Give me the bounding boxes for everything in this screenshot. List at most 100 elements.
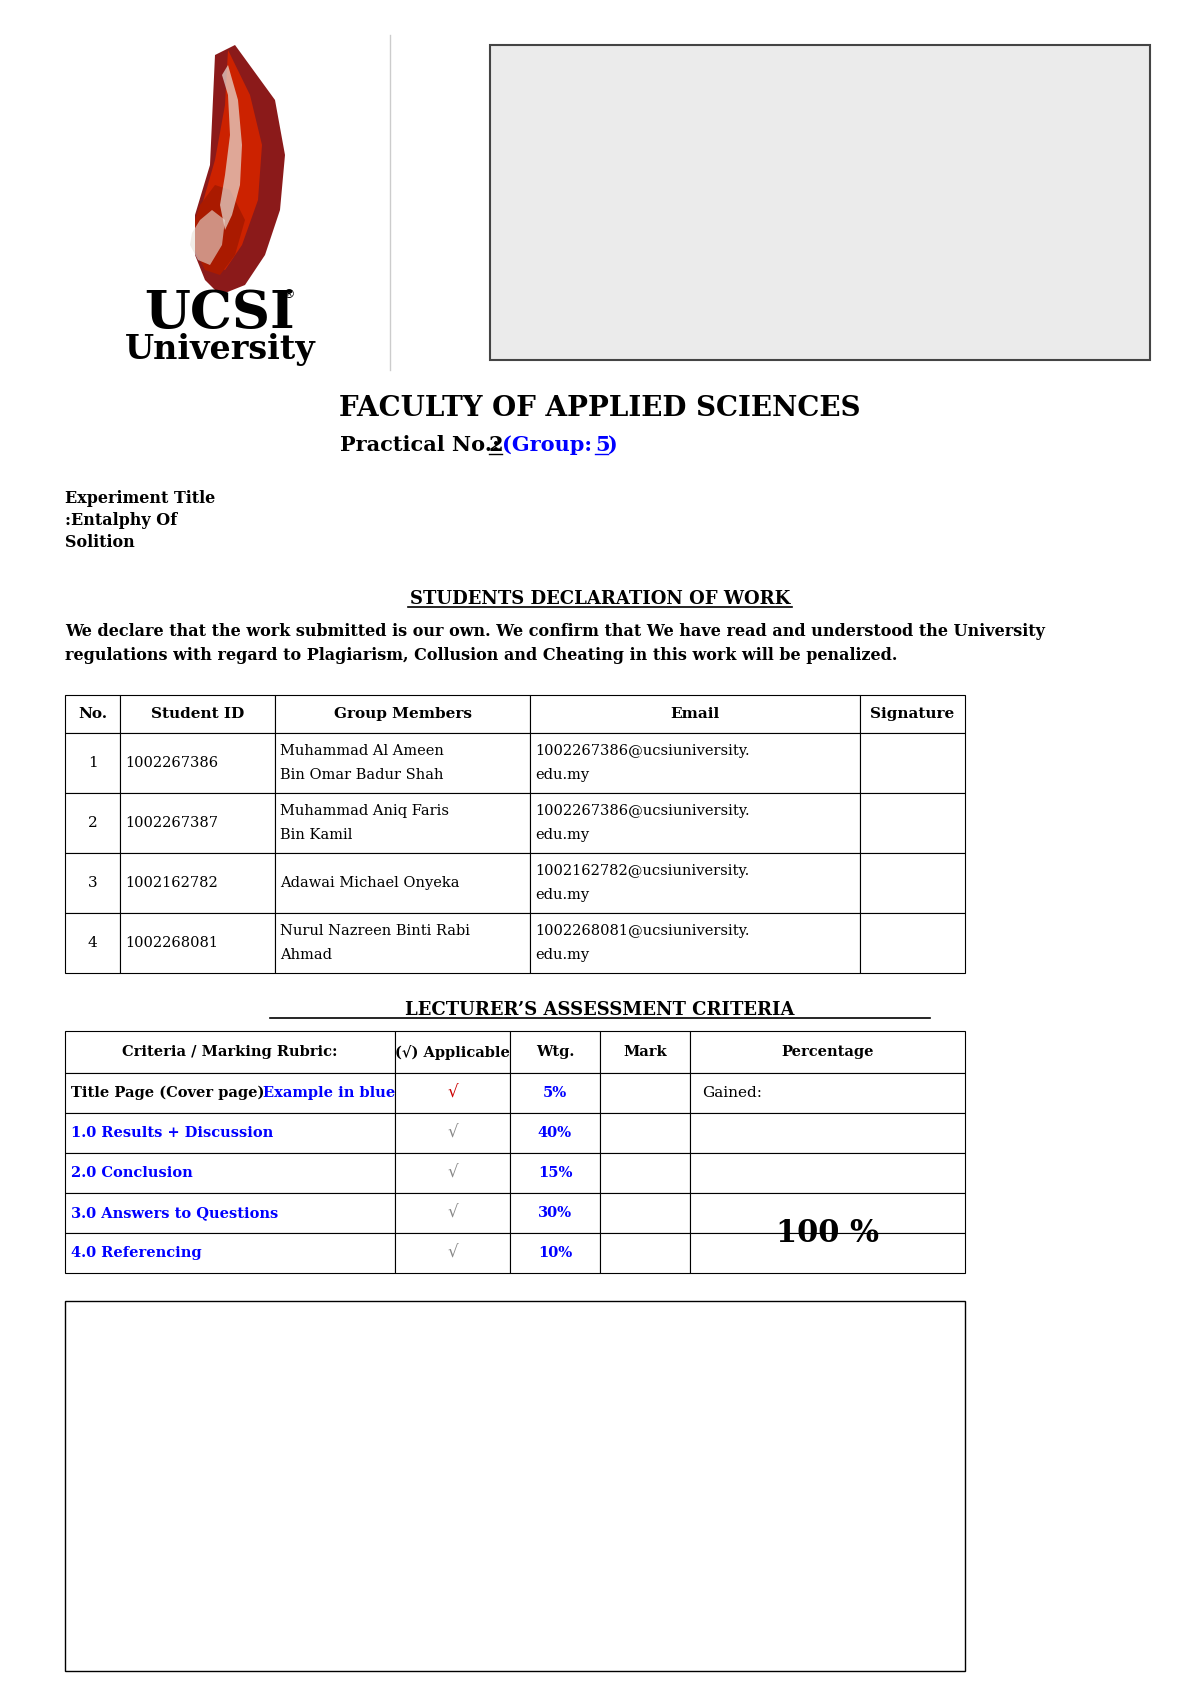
Bar bbox=[530, 695, 860, 733]
Text: Gained:: Gained: bbox=[702, 1085, 762, 1101]
Bar bbox=[530, 853, 860, 912]
Text: √: √ bbox=[448, 1124, 458, 1141]
Bar bbox=[690, 1153, 965, 1192]
Text: 40%: 40% bbox=[538, 1126, 572, 1140]
Bar bbox=[275, 733, 530, 794]
Bar bbox=[690, 1192, 965, 1233]
Text: 1002268081@ucsiuniversity.: 1002268081@ucsiuniversity. bbox=[535, 924, 750, 938]
Bar bbox=[510, 1113, 600, 1153]
Text: 4.0 Referencing: 4.0 Referencing bbox=[71, 1247, 202, 1260]
Text: No.: No. bbox=[78, 707, 107, 721]
Bar bbox=[690, 1031, 965, 1074]
Text: 1002162782: 1002162782 bbox=[125, 877, 217, 890]
Text: Nurul Nazreen Binti Rabi: Nurul Nazreen Binti Rabi bbox=[280, 924, 470, 938]
Bar bbox=[65, 1153, 395, 1192]
Bar bbox=[510, 1074, 600, 1113]
Text: 1.0 Results + Discussion: 1.0 Results + Discussion bbox=[71, 1126, 274, 1140]
Text: Email: Email bbox=[671, 707, 720, 721]
Text: (√) Applicable: (√) Applicable bbox=[395, 1045, 510, 1060]
Text: Adawai Michael Onyeka: Adawai Michael Onyeka bbox=[280, 877, 460, 890]
Bar bbox=[600, 1031, 690, 1074]
Text: 1002267386@ucsiuniversity.: 1002267386@ucsiuniversity. bbox=[535, 745, 750, 758]
Bar bbox=[275, 794, 530, 853]
Text: edu.my: edu.my bbox=[535, 948, 589, 962]
Text: (Group:: (Group: bbox=[502, 434, 592, 455]
Text: Bin Kamil: Bin Kamil bbox=[280, 828, 353, 841]
Bar bbox=[600, 1113, 690, 1153]
Bar bbox=[600, 1233, 690, 1274]
Text: Example in blue: Example in blue bbox=[263, 1085, 395, 1101]
Bar bbox=[65, 1301, 965, 1671]
Bar bbox=[860, 733, 965, 794]
Text: ®: ® bbox=[282, 288, 294, 300]
Bar bbox=[65, 733, 120, 794]
Text: 4: 4 bbox=[88, 936, 97, 950]
Polygon shape bbox=[220, 64, 242, 231]
Bar bbox=[65, 1192, 395, 1233]
Text: √: √ bbox=[448, 1204, 458, 1221]
Bar bbox=[275, 912, 530, 974]
Text: 5%: 5% bbox=[542, 1085, 568, 1101]
Text: 1002267386: 1002267386 bbox=[125, 756, 218, 770]
Text: LECTURER’S ASSESSMENT CRITERIA: LECTURER’S ASSESSMENT CRITERIA bbox=[406, 1001, 794, 1019]
Polygon shape bbox=[202, 49, 262, 270]
Bar bbox=[120, 794, 275, 853]
Bar bbox=[510, 1031, 600, 1074]
Bar bbox=[120, 733, 275, 794]
Bar bbox=[65, 1233, 395, 1274]
Text: 3.0 Answers to Questions: 3.0 Answers to Questions bbox=[71, 1206, 278, 1219]
Bar bbox=[65, 1074, 395, 1113]
Bar bbox=[65, 1031, 395, 1074]
Text: 5: 5 bbox=[595, 434, 610, 455]
Bar bbox=[65, 695, 120, 733]
Bar bbox=[690, 1113, 965, 1153]
Text: regulations with regard to Plagiarism, Collusion and Cheating in this work will : regulations with regard to Plagiarism, C… bbox=[65, 646, 898, 665]
Polygon shape bbox=[190, 210, 226, 265]
Text: 2: 2 bbox=[490, 434, 504, 455]
Text: 10%: 10% bbox=[538, 1247, 572, 1260]
Bar bbox=[690, 1233, 965, 1274]
Text: edu.my: edu.my bbox=[535, 889, 589, 902]
Bar bbox=[600, 1192, 690, 1233]
Text: STUDENTS DECLARATION OF WORK: STUDENTS DECLARATION OF WORK bbox=[410, 590, 790, 607]
Text: 1002267386@ucsiuniversity.: 1002267386@ucsiuniversity. bbox=[535, 804, 750, 817]
Text: 2: 2 bbox=[88, 816, 97, 829]
Bar bbox=[530, 733, 860, 794]
Text: Practical No.:: Practical No.: bbox=[340, 434, 499, 455]
Text: Muhammad Al Ameen: Muhammad Al Ameen bbox=[280, 745, 444, 758]
Bar bbox=[275, 853, 530, 912]
Text: Mark: Mark bbox=[623, 1045, 667, 1058]
Text: 1: 1 bbox=[88, 756, 97, 770]
Text: We declare that the work submitted is our own. We confirm that We have read and : We declare that the work submitted is ou… bbox=[65, 622, 1045, 639]
Text: Student ID: Student ID bbox=[151, 707, 244, 721]
Bar bbox=[395, 1031, 510, 1074]
Text: Wtg.: Wtg. bbox=[536, 1045, 574, 1058]
Text: ): ) bbox=[608, 434, 618, 455]
Bar bbox=[395, 1113, 510, 1153]
Text: Signature: Signature bbox=[870, 707, 955, 721]
Bar bbox=[860, 853, 965, 912]
Text: edu.my: edu.my bbox=[535, 828, 589, 841]
Text: 3: 3 bbox=[88, 877, 97, 890]
Text: Percentage: Percentage bbox=[781, 1045, 874, 1058]
Text: Bin Omar Badur Shah: Bin Omar Badur Shah bbox=[280, 768, 444, 782]
Bar bbox=[395, 1192, 510, 1233]
Polygon shape bbox=[194, 46, 286, 293]
Bar bbox=[275, 695, 530, 733]
Text: 100 %: 100 % bbox=[776, 1218, 878, 1248]
Text: edu.my: edu.my bbox=[535, 768, 589, 782]
Text: Experiment Title: Experiment Title bbox=[65, 490, 215, 507]
Text: √: √ bbox=[448, 1084, 458, 1101]
Text: Criteria / Marking Rubric:: Criteria / Marking Rubric: bbox=[122, 1045, 337, 1058]
Text: 1002268081: 1002268081 bbox=[125, 936, 218, 950]
Bar bbox=[65, 794, 120, 853]
Bar bbox=[120, 695, 275, 733]
Text: 30%: 30% bbox=[538, 1206, 572, 1219]
Bar bbox=[490, 46, 1150, 360]
Bar bbox=[600, 1074, 690, 1113]
Bar bbox=[690, 1074, 965, 1113]
Text: Group Members: Group Members bbox=[334, 707, 472, 721]
Text: 2.0 Conclusion: 2.0 Conclusion bbox=[71, 1167, 193, 1180]
Text: Ahmad: Ahmad bbox=[280, 948, 332, 962]
Bar bbox=[530, 912, 860, 974]
